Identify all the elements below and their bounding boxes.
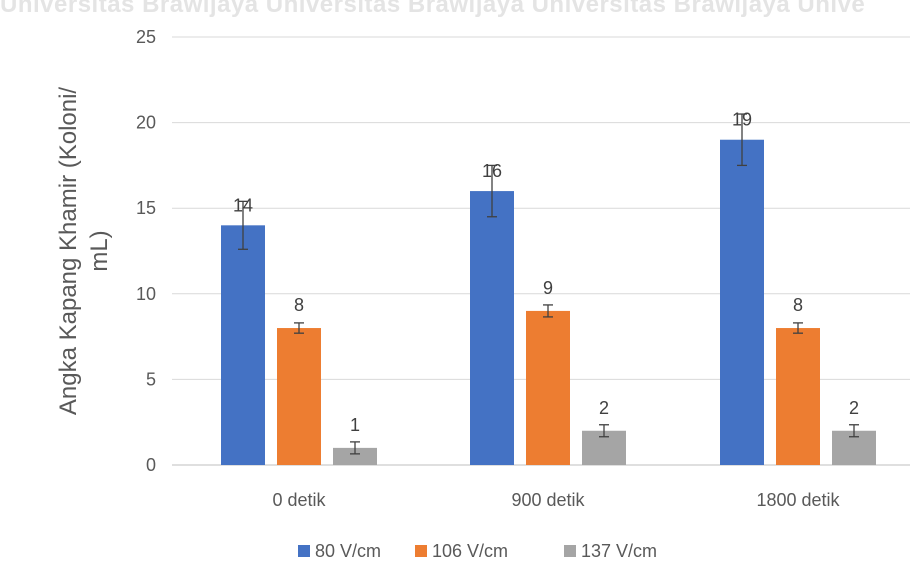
bar-137-v-cm [333, 447, 377, 465]
y-axis-title-line: mL) [86, 230, 113, 271]
data-label: 14 [233, 195, 253, 215]
x-tick-label: 1800 detik [756, 490, 840, 510]
data-label: 2 [599, 398, 609, 418]
legend-label: 80 V/cm [315, 541, 381, 561]
legend-swatch [564, 545, 576, 557]
legend-label: 106 V/cm [432, 541, 508, 561]
y-axis-title-line: Angka Kapang Khamir (Koloni/ [55, 87, 82, 416]
x-tick-label: 0 detik [272, 490, 326, 510]
watermark: Universitas Brawijaya Universitas Brawij… [0, 0, 866, 18]
y-tick-label: 15 [136, 198, 156, 218]
bar-106-v-cm [776, 328, 820, 465]
y-tick-label: 0 [146, 455, 156, 475]
bar-80-v-cm [221, 225, 265, 465]
y-axis-title: Angka Kapang Khamir (Koloni/mL) [55, 87, 113, 416]
data-label: 2 [849, 398, 859, 418]
data-label: 8 [294, 295, 304, 315]
data-label: 16 [482, 161, 502, 181]
legend-swatch [298, 545, 310, 557]
legend-label: 137 V/cm [581, 541, 657, 561]
bar-80-v-cm [720, 139, 764, 465]
bar-80-v-cm [470, 191, 514, 465]
bar-106-v-cm [526, 310, 570, 465]
y-tick-label: 20 [136, 113, 156, 133]
data-label: 1 [350, 415, 360, 435]
y-tick-label: 10 [136, 284, 156, 304]
data-label: 8 [793, 295, 803, 315]
y-tick-label: 25 [136, 27, 156, 47]
data-label: 19 [732, 110, 752, 130]
x-tick-label: 900 detik [511, 490, 585, 510]
legend-swatch [415, 545, 427, 557]
data-label: 9 [543, 278, 553, 298]
y-tick-label: 5 [146, 369, 156, 389]
bar-106-v-cm [277, 328, 321, 465]
